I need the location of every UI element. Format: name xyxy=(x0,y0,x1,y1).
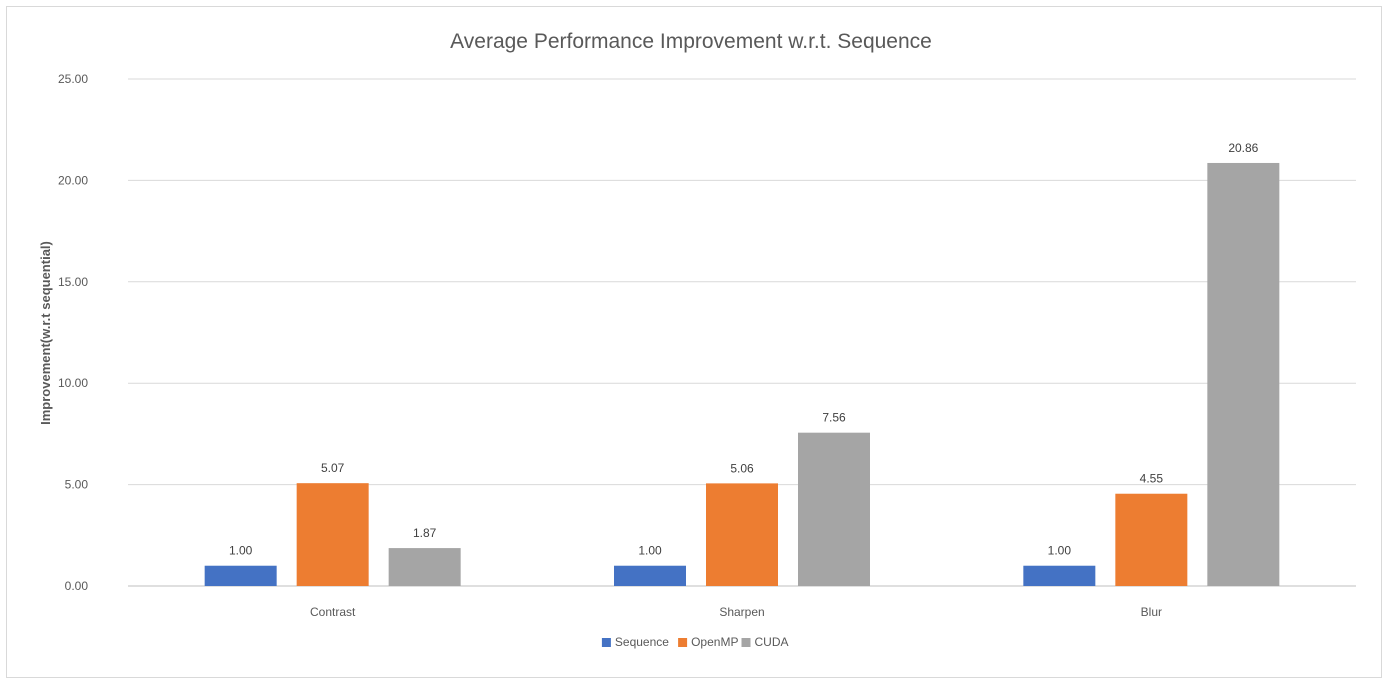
y-tick-label: 20.00 xyxy=(58,173,88,187)
legend-swatch-openmp xyxy=(678,638,688,647)
legend-label: Sequence xyxy=(615,635,669,649)
legend-swatch-cuda xyxy=(741,638,751,647)
bar-cuda-blur xyxy=(1207,162,1280,586)
bar-sequence-contrast xyxy=(204,565,277,586)
category-label: Contrast xyxy=(310,605,356,619)
chart-title: Average Performance Improvement w.r.t. S… xyxy=(450,30,932,53)
bar-sequence-sharpen xyxy=(614,565,686,586)
y-tick-label: 10.00 xyxy=(58,376,88,390)
category-label: Sharpen xyxy=(719,605,764,619)
legend-swatch-sequence xyxy=(601,638,611,647)
bar-openmp-contrast xyxy=(296,483,369,586)
y-axis-label: Improvement(w.r.t sequential) xyxy=(38,241,53,425)
data-label: 1.00 xyxy=(1048,544,1072,558)
bar-openmp-blur xyxy=(1115,493,1188,586)
legend: Sequence OpenMP CUDA xyxy=(601,635,789,649)
data-label: 20.86 xyxy=(1228,141,1258,155)
x-axis-categories: Contrast Sharpen Blur xyxy=(310,605,1162,619)
bar-cuda-contrast xyxy=(388,548,461,586)
y-tick-label: 15.00 xyxy=(58,275,88,289)
y-tick-label: 0.00 xyxy=(65,579,89,593)
data-label: 5.06 xyxy=(730,461,754,475)
y-tick-label: 5.00 xyxy=(65,478,89,492)
y-axis-ticks: 0.00 5.00 10.00 15.00 20.00 25.00 xyxy=(58,72,88,593)
bar-openmp-sharpen xyxy=(706,483,778,586)
data-label: 1.00 xyxy=(638,544,662,558)
data-label: 7.56 xyxy=(822,411,846,425)
category-label: Blur xyxy=(1141,605,1162,619)
data-label: 5.07 xyxy=(321,461,345,475)
bar-cuda-sharpen xyxy=(798,432,870,586)
bar-sequence-blur xyxy=(1023,565,1096,586)
legend-label: OpenMP xyxy=(691,635,738,649)
data-label: 4.55 xyxy=(1140,472,1164,486)
bars xyxy=(204,162,1280,586)
data-label: 1.00 xyxy=(229,544,253,558)
y-tick-label: 25.00 xyxy=(58,72,88,86)
data-labels: 1.00 5.07 1.87 1.00 5.06 7.56 1.00 4.55 20.86 xyxy=(229,141,1259,558)
data-label: 1.87 xyxy=(413,526,437,540)
legend-label: CUDA xyxy=(755,635,789,649)
